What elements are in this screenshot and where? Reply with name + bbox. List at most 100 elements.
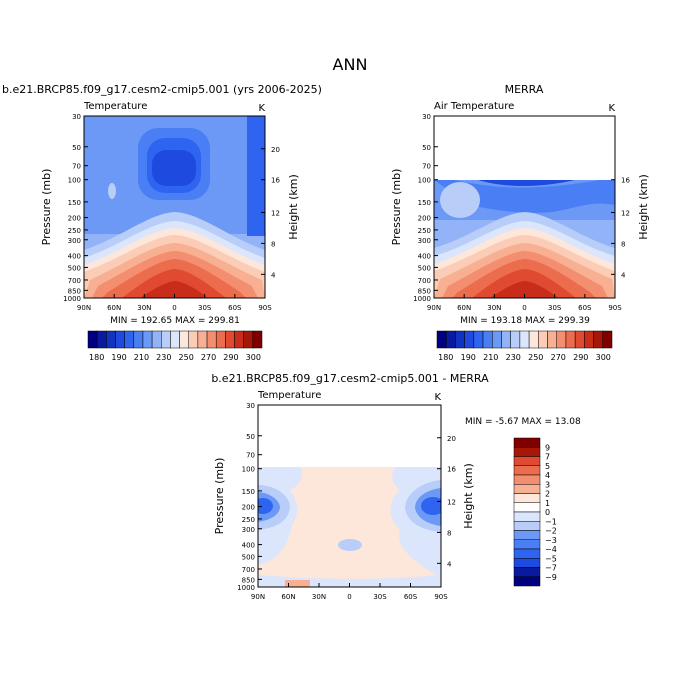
colorbar-cell <box>492 330 502 349</box>
band-300 <box>140 281 208 298</box>
x-tick-label: 30N <box>487 304 501 312</box>
colorbar-cell <box>225 330 235 349</box>
y-axis-label: Pressure (mb) <box>213 458 226 535</box>
y-tick-label: 70 <box>422 163 431 171</box>
colorbar-label: 0 <box>545 508 550 517</box>
x-tick-label: 90N <box>77 304 91 312</box>
colorbar-cell <box>513 558 541 568</box>
colorbar-cell <box>574 330 585 349</box>
y2-tick-label: 16 <box>447 466 456 474</box>
contour-field <box>258 467 441 587</box>
y-tick-label: 1000 <box>237 584 255 592</box>
colorbar-cell <box>513 465 541 476</box>
y-tick-label: 250 <box>242 516 255 524</box>
y2-tick-label: 4 <box>271 271 276 279</box>
y2-tick-label: 16 <box>621 177 630 185</box>
x-tick-label: 30S <box>548 304 562 312</box>
colorbar-label: 300 <box>596 353 611 362</box>
colorbar-label: 4 <box>545 471 550 480</box>
colorbar-cell <box>556 330 567 349</box>
colorbar-label: 290 <box>573 353 588 362</box>
colorbar-label: −2 <box>545 527 557 536</box>
y-tick-label: 30 <box>72 113 81 121</box>
colorbar-cell <box>513 548 541 559</box>
y-tick-label: 150 <box>418 199 431 207</box>
colorbar-cell <box>501 330 511 349</box>
colorbar-cell <box>106 330 116 349</box>
y-tick-label: 400 <box>418 253 431 261</box>
colorbar-cell <box>161 330 171 349</box>
colorbar-cell <box>513 530 541 540</box>
y2-tick-label: 4 <box>621 271 626 279</box>
colorbar-label: 7 <box>545 453 550 462</box>
tropopause-cold-core <box>478 180 575 186</box>
colorbar-cell <box>593 330 604 349</box>
neg-core-north <box>258 498 273 514</box>
colorbar-cell <box>473 330 484 349</box>
panel-title: b.e21.BRCP85.f09_g17.cesm2-cmip5.001 - M… <box>211 372 489 385</box>
colorbar-label: −7 <box>545 564 557 573</box>
colorbar-label: 250 <box>528 353 543 362</box>
colorbar-cell <box>206 330 217 349</box>
contour-field <box>84 116 265 298</box>
y-tick-label: 700 <box>68 277 81 285</box>
y2-tick-label: 4 <box>447 560 452 568</box>
colorbar-cell <box>96 330 107 349</box>
y2-tick-label: 12 <box>621 209 630 217</box>
colorbar-cell <box>124 330 135 349</box>
y-tick-label: 400 <box>242 542 255 550</box>
colorbar-label: 180 <box>89 353 104 362</box>
y-axis-label: Pressure (mb) <box>40 169 53 246</box>
y-tick-label: 30 <box>422 113 431 121</box>
x-tick-label: 90S <box>608 304 622 312</box>
colorbar-cell <box>151 330 162 349</box>
colorbar-label: −5 <box>545 554 557 563</box>
colorbar-label: 270 <box>201 353 216 362</box>
colorbar-label: 210 <box>483 353 498 362</box>
colorbar-cell <box>513 437 541 448</box>
y-tick-label: 500 <box>68 264 81 272</box>
y2-axis-label: Height (km) <box>462 463 475 529</box>
y-tick-label: 50 <box>72 144 81 152</box>
x-tick-label: 90N <box>251 593 265 601</box>
colorbar-cell <box>133 330 144 349</box>
colorbar-label: 2 <box>545 490 550 499</box>
band-300 <box>490 281 558 298</box>
colorbar-cell <box>513 502 541 513</box>
colorbar: 180 190 210 230 250 270 290 300 <box>87 330 263 362</box>
y2-tick-label: 20 <box>271 146 280 154</box>
colorbar: 180 190 210 230 250 270 290 300 <box>436 330 613 362</box>
colorbar-cell <box>513 493 541 503</box>
y-tick-label: 1000 <box>63 295 81 303</box>
polar-warm-patch <box>440 182 480 218</box>
colorbar-cell <box>513 567 541 577</box>
colorbar-label: 230 <box>156 353 171 362</box>
y-tick-label: 500 <box>418 264 431 272</box>
y-tick-label: 700 <box>418 277 431 285</box>
polar-warm-patch <box>108 183 116 199</box>
colorbar-label: 3 <box>545 480 550 489</box>
colorbar-cell <box>464 330 475 349</box>
y-axis-label: Pressure (mb) <box>390 169 403 246</box>
x-tick-label: 30N <box>312 593 326 601</box>
x-tick-label: 90N <box>427 304 441 312</box>
y2-tick-label: 16 <box>271 177 280 185</box>
y-tick-label: 250 <box>68 227 81 235</box>
x-tick-label: 60S <box>404 593 418 601</box>
colorbar-label: −1 <box>545 517 557 526</box>
panel-merra: MERRA Air Temperature K 90N 60N 30N 0 30S 60S… <box>390 83 650 362</box>
y2-axis-label: Height (km) <box>287 174 300 240</box>
colorbar-cell <box>188 330 199 349</box>
y2-tick-label: 8 <box>621 240 625 248</box>
neg-core-south <box>421 497 441 515</box>
colorbar-label: 290 <box>223 353 238 362</box>
y-tick-label: 250 <box>418 227 431 235</box>
y-tick-label: 200 <box>418 215 431 223</box>
x-tick-label: 60N <box>457 304 471 312</box>
colorbar-label: 190 <box>111 353 126 362</box>
colorbar-cell <box>455 330 465 349</box>
colorbar-cell <box>142 330 153 349</box>
y-tick-label: 500 <box>242 553 255 561</box>
colorbar-cell <box>170 330 180 349</box>
